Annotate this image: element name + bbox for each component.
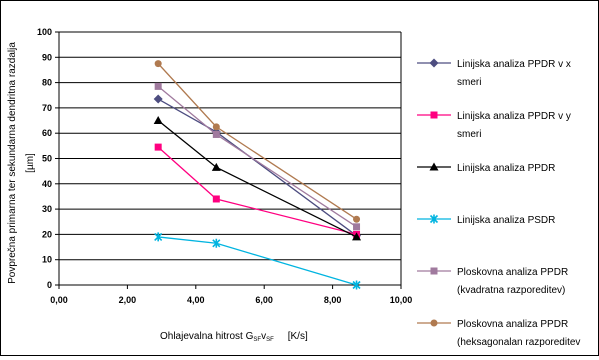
x-axis-label-sub2: SF [266,337,274,343]
x-tick-label: 6,00 [255,295,273,305]
y-tick-label: 70 [42,103,52,113]
legend-item-1: Linijska analiza PPDR v x smeri [417,58,571,88]
series-line [158,236,357,286]
series-5 [154,82,361,231]
x-axis-label-sub1: SF [253,337,261,343]
legend-label: Ploskovna analiza PPDR [457,267,568,278]
x-axis-label-unit: [K/s] [288,331,308,342]
legend-item-4: Linijska analiza PSDR [417,214,555,226]
legend-marker [430,319,438,327]
data-point [212,238,221,248]
legend-label: (kvadratna razporeditev) [457,285,565,296]
legend-item-6: Ploskovna analiza PPDR (heksagonalan razp… [417,319,580,348]
x-tick-label: 8,00 [324,295,342,305]
legend-item-5: Ploskovna analiza PPDR (kvadratna razpore… [417,267,568,296]
data-point [353,215,361,223]
legend-label: (heksagonalan razporeditev [457,337,580,348]
series-line [157,98,357,237]
y-tick-label: 30 [42,204,52,214]
y-tick-labels: 0 10 20 30 40 50 60 70 80 90 100 [37,27,52,290]
data-point [212,123,220,131]
data-point [353,223,361,231]
y-axis-label-line1: Povprečna primarna ter sekundarna dendri… [7,42,18,284]
data-point [154,232,163,242]
legend-label: Linijska analiza PPDR v y [457,111,571,122]
x-axis-label: Ohlajevalna hitrost GSFvSF [K/s] [160,331,308,343]
x-tick-label: 0,00 [50,295,68,305]
data-point [153,94,163,104]
legend-marker [430,267,438,275]
series-1 [153,94,362,241]
data-point [154,60,162,68]
data-point [212,130,220,138]
legend-item-2: Linijska analiza PPDR v y smeri [417,111,571,140]
series-line [157,146,357,236]
series-group [153,60,362,290]
x-axis-label-mid: v [261,331,266,342]
legend-label: Linijska analiza PSDR [457,215,555,226]
x-tick-labels: 0,00 2,00 4,00 6,00 8,00 10,00 [50,295,412,305]
y-tick-label: 50 [42,154,52,164]
axes [55,31,402,289]
legend-label: smeri [457,77,481,88]
y-tick-label: 60 [42,128,52,138]
data-point [154,143,162,151]
grid-lines [59,31,401,286]
series-4 [154,232,361,290]
y-tick-label: 20 [42,229,52,239]
data-point [154,82,162,90]
series-3 [153,116,362,241]
data-point [153,116,163,125]
legend-label: Linijska analiza PPDR [457,163,555,174]
y-tick-label: 10 [42,255,52,265]
legend-label: Linijska analiza PPDR v x [457,59,571,70]
legend-label: smeri [457,129,481,140]
data-point [212,195,220,203]
series-line [157,63,357,220]
y-tick-label: 90 [42,52,52,62]
x-tick-label: 4,00 [187,295,205,305]
data-point [211,162,221,171]
y-tick-label: 80 [42,78,52,88]
series-line [157,120,357,238]
y-axis-label-line2: [µm] [25,153,36,173]
legend-marker [429,214,439,224]
legend-marker [429,162,439,171]
legend-item-3: Linijska analiza PPDR [417,162,555,174]
x-tick-label: 10,00 [390,295,413,305]
data-point [352,280,361,290]
legend-marker [430,111,438,119]
y-tick-label: 40 [42,179,52,189]
x-tick-label: 2,00 [119,295,137,305]
legend-label: Ploskovna analiza PPDR [457,319,568,330]
x-axis-label-main: Ohlajevalna hitrost G [160,331,254,342]
y-tick-label: 100 [37,27,52,37]
legend-marker [429,58,439,68]
y-tick-label: 0 [47,280,52,290]
series-6 [154,60,361,223]
data-point [352,232,362,241]
